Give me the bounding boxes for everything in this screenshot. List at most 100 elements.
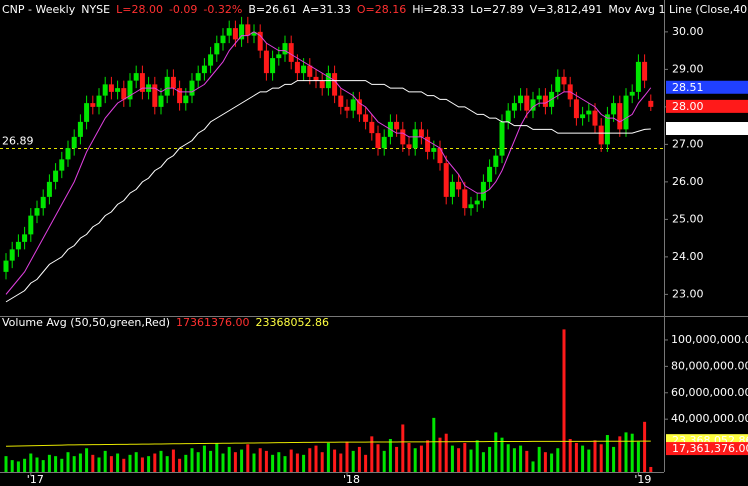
volume-bar [240,449,244,472]
volume-bar [339,453,343,472]
candle-body [648,100,654,107]
candle-body [586,110,592,115]
volume-bar [314,445,318,472]
candle-body [201,65,207,74]
candle-body [505,110,511,122]
header-item: Volume Avg (50,50,green,Red) [2,316,170,329]
candle-body [530,99,536,111]
candle-body [232,28,238,40]
candle-body [282,43,288,55]
volume-bar [283,456,287,472]
candle-body [220,35,226,44]
candle-body [28,215,34,235]
candle-body [394,121,400,130]
volume-bar [320,452,324,472]
volume-bar [215,442,219,472]
candle-body [239,24,245,40]
value-box [666,122,748,135]
volume-bar [128,454,132,472]
volume-bar [488,446,492,472]
volume-bar [512,448,516,472]
header-item: A=31.33 [303,3,351,16]
volume-bar [171,449,175,472]
volume-bar [140,457,144,472]
candle-body [381,136,387,149]
candle-body [561,76,567,85]
candle-body [573,99,579,119]
volume-bar [41,460,45,472]
volume-bar [599,444,603,472]
header-item: NYSE [81,3,110,16]
candle-body [77,121,83,137]
volume-bar [401,424,405,472]
volume-bar [556,448,560,472]
volume-bar [481,452,485,472]
value-box-label: 28.51 [672,81,704,94]
volume-bar [457,448,461,472]
candle-body [3,260,9,272]
volume-bar [326,442,330,472]
volume-bar [636,441,640,472]
volume-bar [550,453,554,472]
moving-average [5,80,651,303]
header-item: 17361376.00 [176,316,249,329]
x-tick-label: '19 [634,473,651,486]
volume-tick-label: 40,000,000.00 [671,412,748,425]
candle-body [332,73,338,96]
volume-bar [35,457,39,472]
volume-bar [184,454,188,472]
candle-body [108,84,114,92]
volume-bar [252,453,256,472]
volume-bar [581,445,585,472]
volume-bar [10,460,14,472]
volume-bar [426,440,430,472]
volume-bar [506,444,510,472]
volume-tick-label: 100,000,000.00 [671,333,748,346]
volume-bar [593,440,597,472]
candle-body [580,114,586,119]
volume-bar [444,433,448,472]
volume-bar [630,433,634,472]
candle-body [356,99,362,115]
candle-body [623,95,629,130]
volume-bar [85,448,89,472]
volume-bar [574,442,578,472]
volume-bar [463,442,467,472]
candle-body [350,99,356,111]
candle-body [449,181,455,197]
volume-bar [643,421,647,472]
candle-body [115,88,121,92]
value-box [666,99,748,113]
volume-bar [264,450,268,472]
header-item: O=28.16 [357,3,406,16]
volume-bar [72,456,76,472]
volume-bar [4,456,8,472]
y-tick-label: 24.00 [672,250,704,263]
volume-bar [103,450,107,472]
candle-body [375,133,381,149]
volume-bar [351,450,355,472]
volume-bar [562,329,566,472]
candle-body [400,129,406,145]
volume-bar [23,458,27,472]
volume-bar [395,446,399,472]
header-item: B=26.61 [248,3,296,16]
reference-label: 26.89 [2,135,34,148]
volume-bar [233,452,237,472]
volume-bar [494,432,498,472]
volume-tick-label: 80,000,000.00 [671,359,748,372]
candle-body [456,181,462,190]
candle-body [208,54,214,66]
candle-body [617,103,623,130]
candle-body [592,110,598,126]
candle-body [40,196,46,209]
candle-body [257,31,263,51]
volume-bar [407,442,411,472]
volume-bar [432,417,436,472]
volume-tick-label: 60,000,000.00 [671,386,748,399]
candle-body [263,50,269,74]
candle-body [524,95,530,111]
candle-body [133,73,139,81]
volume-bar [382,450,386,472]
